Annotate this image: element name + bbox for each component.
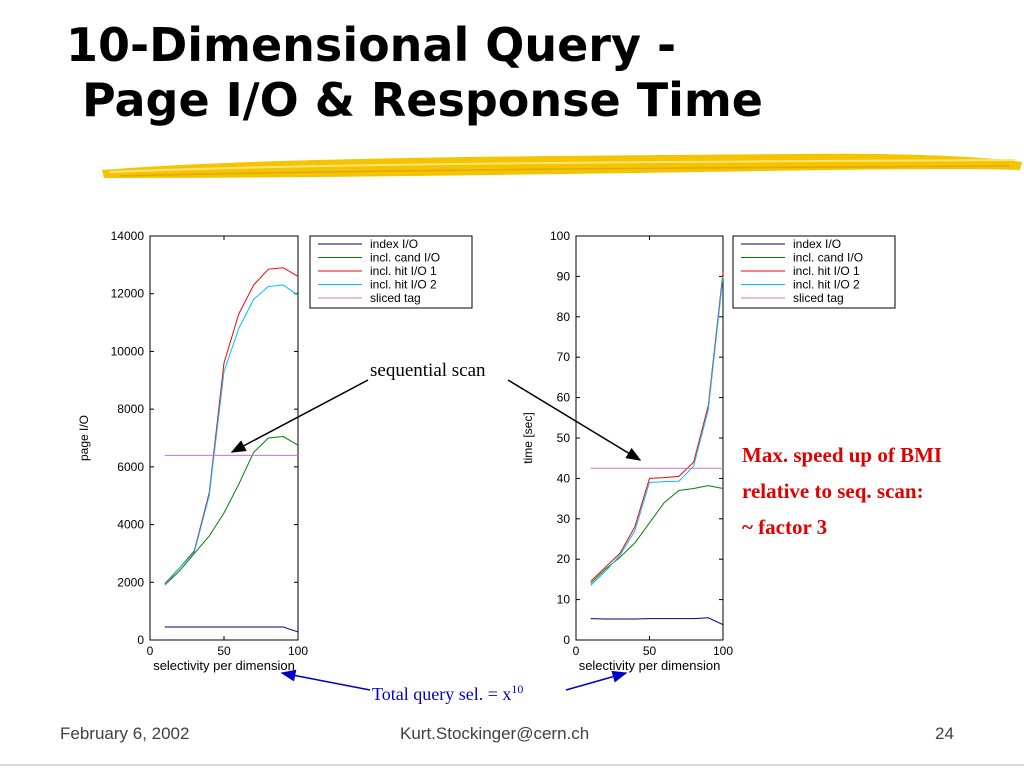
title-line-1: 10-Dimensional Query - bbox=[66, 18, 677, 72]
sequential-scan-label: sequential scan bbox=[370, 360, 486, 381]
speedup-note-line-1: Max. speed up of BMI bbox=[742, 443, 943, 467]
x-tick-label: 100 bbox=[288, 644, 308, 658]
series-line-1 bbox=[590, 617, 724, 626]
y-tick-label: 90 bbox=[557, 269, 571, 283]
y-tick-label: 0 bbox=[137, 633, 144, 647]
legend-label: sliced tag bbox=[793, 291, 844, 305]
y-tick-label: 8000 bbox=[117, 402, 144, 416]
series-line-3 bbox=[164, 267, 299, 585]
y-axis-label: time [sec] bbox=[521, 412, 535, 463]
total-query-exponent: 10 bbox=[511, 682, 524, 696]
y-tick-label: 50 bbox=[557, 431, 571, 445]
title-line-2: Page I/O & Response Time bbox=[82, 73, 763, 127]
speedup-note: Max. speed up of BMI relative to seq. sc… bbox=[742, 437, 942, 545]
legend-label: index I/O bbox=[793, 237, 841, 251]
x-tick-label: 50 bbox=[217, 644, 231, 658]
y-tick-label: 30 bbox=[557, 512, 571, 526]
y-tick-label: 100 bbox=[550, 229, 570, 243]
footer-email: Kurt.Stockinger@cern.ch bbox=[400, 724, 590, 743]
sequential-scan-arrow-left bbox=[230, 379, 369, 453]
legend-label: incl. hit I/O 1 bbox=[793, 264, 860, 278]
footer-date: February 6, 2002 bbox=[60, 724, 190, 743]
y-tick-label: 20 bbox=[557, 552, 571, 566]
plot-frame bbox=[149, 235, 299, 641]
series-line-2 bbox=[590, 485, 724, 584]
total-query-label: Total query sel. = x10 bbox=[372, 682, 523, 705]
slide-title: 10-Dimensional Query - Page I/O & Respon… bbox=[66, 18, 763, 128]
title-underline-brushstroke bbox=[102, 153, 1022, 178]
legend-label: incl. hit I/O 2 bbox=[370, 278, 437, 292]
x-tick-label: 100 bbox=[713, 644, 733, 658]
total-query-text: Total query sel. = x bbox=[372, 684, 512, 704]
y-tick-label: 60 bbox=[557, 391, 571, 405]
y-axis-label: page I/O bbox=[77, 415, 91, 461]
total-query-arrow-right bbox=[565, 670, 628, 691]
legend-label: index I/O bbox=[370, 237, 418, 251]
series-line-1 bbox=[164, 626, 299, 633]
x-tick-label: 0 bbox=[573, 644, 580, 658]
legend-label: incl. cand I/O bbox=[370, 251, 440, 265]
footer-page-number: 24 bbox=[935, 724, 954, 743]
legend-box bbox=[732, 235, 896, 309]
series-line-2 bbox=[164, 436, 299, 586]
legend-label: incl. hit I/O 2 bbox=[793, 278, 860, 292]
x-axis-label: selectivity per dimension bbox=[153, 658, 295, 673]
y-tick-label: 12000 bbox=[111, 287, 145, 301]
x-tick-label: 0 bbox=[147, 644, 154, 658]
y-tick-label: 40 bbox=[557, 471, 571, 485]
y-tick-label: 80 bbox=[557, 310, 571, 324]
footer-divider bbox=[0, 764, 1024, 766]
y-tick-label: 6000 bbox=[117, 460, 144, 474]
sequential-scan-arrow-right bbox=[507, 379, 642, 461]
y-tick-label: 2000 bbox=[117, 575, 144, 589]
series-line-3 bbox=[590, 272, 724, 582]
speedup-note-line-2: relative to seq. scan: bbox=[742, 479, 924, 503]
x-axis-label: selectivity per dimension bbox=[579, 658, 721, 673]
legend-label: sliced tag bbox=[370, 291, 421, 305]
x-tick-label: 50 bbox=[643, 644, 657, 658]
speedup-note-line-3: ~ factor 3 bbox=[742, 515, 828, 539]
y-tick-label: 14000 bbox=[111, 229, 145, 243]
y-tick-label: 70 bbox=[557, 350, 571, 364]
total-query-arrow-left bbox=[280, 669, 371, 691]
y-tick-label: 0 bbox=[563, 633, 570, 647]
chart-1: 0 2000 4000 6000 8000 10000 12000 14000 0 50 100se… bbox=[77, 229, 473, 673]
series-line-4 bbox=[164, 284, 299, 586]
y-tick-label: 10 bbox=[557, 593, 571, 607]
legend-label: incl. hit I/O 1 bbox=[370, 264, 437, 278]
legend-label: incl. cand I/O bbox=[793, 251, 863, 265]
legend-box bbox=[309, 235, 473, 309]
series-line-4 bbox=[590, 276, 724, 586]
y-tick-label: 10000 bbox=[111, 344, 145, 358]
y-tick-label: 4000 bbox=[117, 518, 144, 532]
